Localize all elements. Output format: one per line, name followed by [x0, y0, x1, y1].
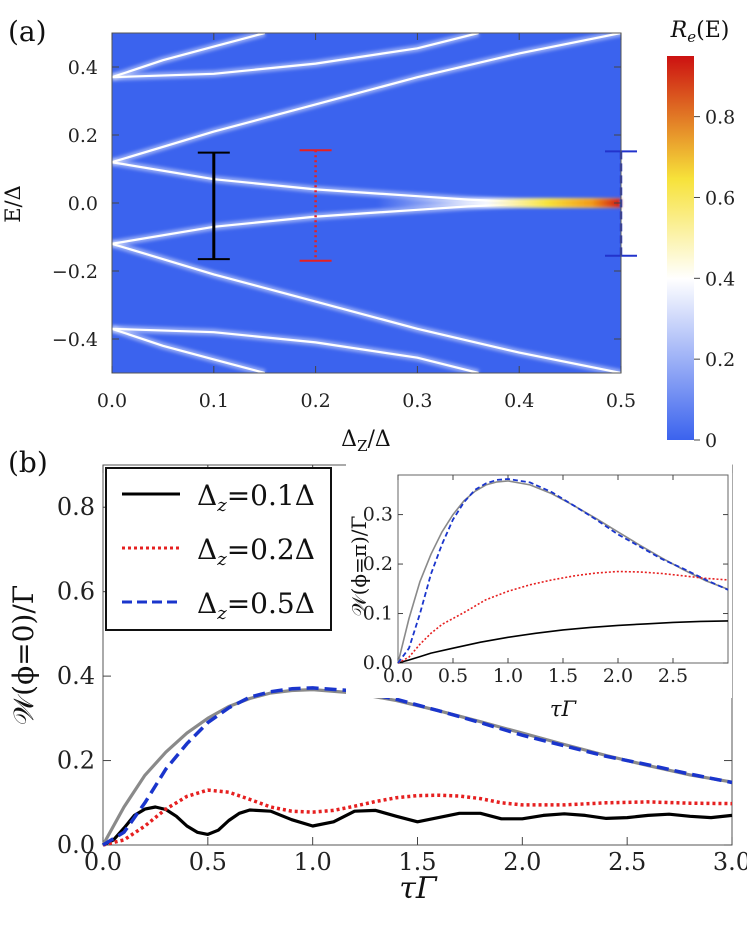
inset-series	[397, 478, 729, 664]
colorbar-tick-label-0: 0	[705, 430, 717, 452]
inset-series-Δz=0.5Δ	[397, 478, 729, 664]
inset-x-tick-label-5: 2.5	[658, 665, 688, 687]
inset-y-tick-label-0: 0.0	[363, 652, 393, 674]
legend: Δz=0.1Δ Δz=0.2Δ Δz=0.5Δ	[105, 467, 332, 631]
inset-y-tick-label-3: 0.3	[363, 504, 393, 526]
error-bar-0.2	[299, 149, 332, 262]
a-y-tick-label-3: 0.2	[68, 125, 98, 147]
legend-entry-0.5: Δz=0.5Δ	[197, 587, 315, 624]
b-x-tick-label-4: 2.0	[503, 848, 541, 876]
b-x-tick-label-0: 0.0	[84, 848, 122, 876]
main-series-Δz=0.5Δ	[102, 686, 733, 847]
main-series-Δz=0.2Δ	[102, 788, 733, 847]
x-axis-label-a: ΔZ/Δ	[341, 427, 391, 455]
band-rise-lower	[112, 242, 621, 373]
inset-x-tick-label-4: 2.0	[603, 665, 633, 687]
y-axis-label-a: E/Δ	[1, 185, 25, 223]
colorbar-axis: 0 0.2 0.4 0.6 0.8	[694, 107, 735, 452]
inset-x-tick-label-0: 0.0	[383, 665, 413, 687]
inset-frame	[397, 474, 729, 664]
colorbar-title: Re(E)	[670, 18, 730, 46]
inset-series-Δz=0.2Δ	[397, 570, 729, 664]
band-rise-upper	[112, 33, 621, 164]
y-axis-a: −0.4 −0.2 0.0 0.2 0.4	[52, 57, 621, 351]
a-y-tick-label-1: −0.2	[52, 261, 98, 283]
b-y-tick-label-2: 0.4	[57, 662, 95, 690]
b-y-tick-label-4: 0.8	[57, 493, 95, 521]
inset-y-tick-label-1: 0.1	[363, 603, 393, 625]
b-y-tick-label-1: 0.2	[57, 747, 95, 775]
a-x-tick-label-5: 0.5	[606, 390, 636, 412]
y-axis-b: 0.0 0.2 0.4 0.6 0.8	[57, 493, 732, 859]
main-series	[101, 686, 733, 847]
main-series-Δz=0.1Δ	[102, 805, 733, 847]
band-outer-upper-b	[112, 33, 265, 79]
inset-y-axis: 0.0 0.1 0.2 0.3	[363, 504, 728, 674]
band-outer-upper-a	[112, 33, 479, 79]
main-series-reference	[101, 688, 733, 846]
colorbar-tick-label-3: 0.6	[705, 187, 735, 209]
a-x-tick-label-3: 0.3	[402, 390, 432, 412]
legend-entry-0.1: Δz=0.1Δ	[197, 479, 315, 516]
inset-x-tick-label-2: 1.0	[493, 665, 523, 687]
colorbar-tick-label-4: 0.8	[705, 107, 735, 129]
inset-y-tick-label-2: 0.2	[363, 553, 393, 575]
inset-series-reference	[397, 480, 729, 664]
panel-label-a: (a)	[8, 15, 47, 48]
a-y-tick-label-2: 0.0	[68, 193, 98, 215]
a-x-tick-label-1: 0.1	[199, 390, 229, 412]
a-x-tick-label-0: 0.0	[97, 390, 127, 412]
error-bar-0.1	[197, 151, 230, 261]
inset-y-axis-label: 𝒲(ϕ=π)/Γ	[347, 516, 371, 617]
x-axis-label-b: τΓ	[399, 871, 438, 906]
b-x-tick-label-2: 1.0	[294, 848, 332, 876]
b-y-tick-label-0: 0.0	[57, 831, 95, 859]
band-outer-lower-b	[112, 327, 265, 373]
inset-x-tick-label-1: 0.5	[438, 665, 468, 687]
b-y-tick-label-3: 0.6	[57, 578, 95, 606]
colorbar	[667, 56, 694, 440]
b-x-tick-label-1: 0.5	[189, 848, 227, 876]
b-x-tick-label-6: 3.0	[713, 848, 747, 876]
a-y-tick-label-4: 0.4	[68, 57, 98, 79]
x-axis-a: 0.0 0.1 0.2 0.3 0.4 0.5	[97, 33, 636, 412]
b-x-tick-label-3: 1.5	[398, 848, 436, 876]
a-y-tick-label-0: −0.4	[52, 329, 98, 351]
inset-x-axis: 0.0 0.5 1.0 1.5 2.0 2.5	[383, 475, 688, 687]
x-axis-b: 0.0 0.5 1.0 1.5 2.0 2.5 3.0	[84, 465, 747, 876]
a-x-tick-label-2: 0.2	[300, 390, 330, 412]
inset-series-Δz=0.1Δ	[397, 620, 729, 664]
a-x-tick-label-4: 0.4	[504, 390, 534, 412]
y-axis-label-b: 𝒲(ϕ=0)/Γ	[7, 585, 40, 725]
legend-entry-0.2: Δz=0.2Δ	[197, 533, 315, 570]
zero-energy-mode	[376, 198, 621, 208]
panel-label-b: (b)	[8, 446, 48, 479]
inset-x-tick-label-3: 1.5	[548, 665, 578, 687]
band-outer-lower-a	[112, 327, 479, 373]
colorbar-tick-label-2: 0.4	[705, 268, 735, 290]
b-x-tick-label-5: 2.5	[608, 848, 646, 876]
inset-x-axis-label: τΓ	[550, 697, 578, 721]
colorbar-tick-label-1: 0.2	[705, 349, 735, 371]
